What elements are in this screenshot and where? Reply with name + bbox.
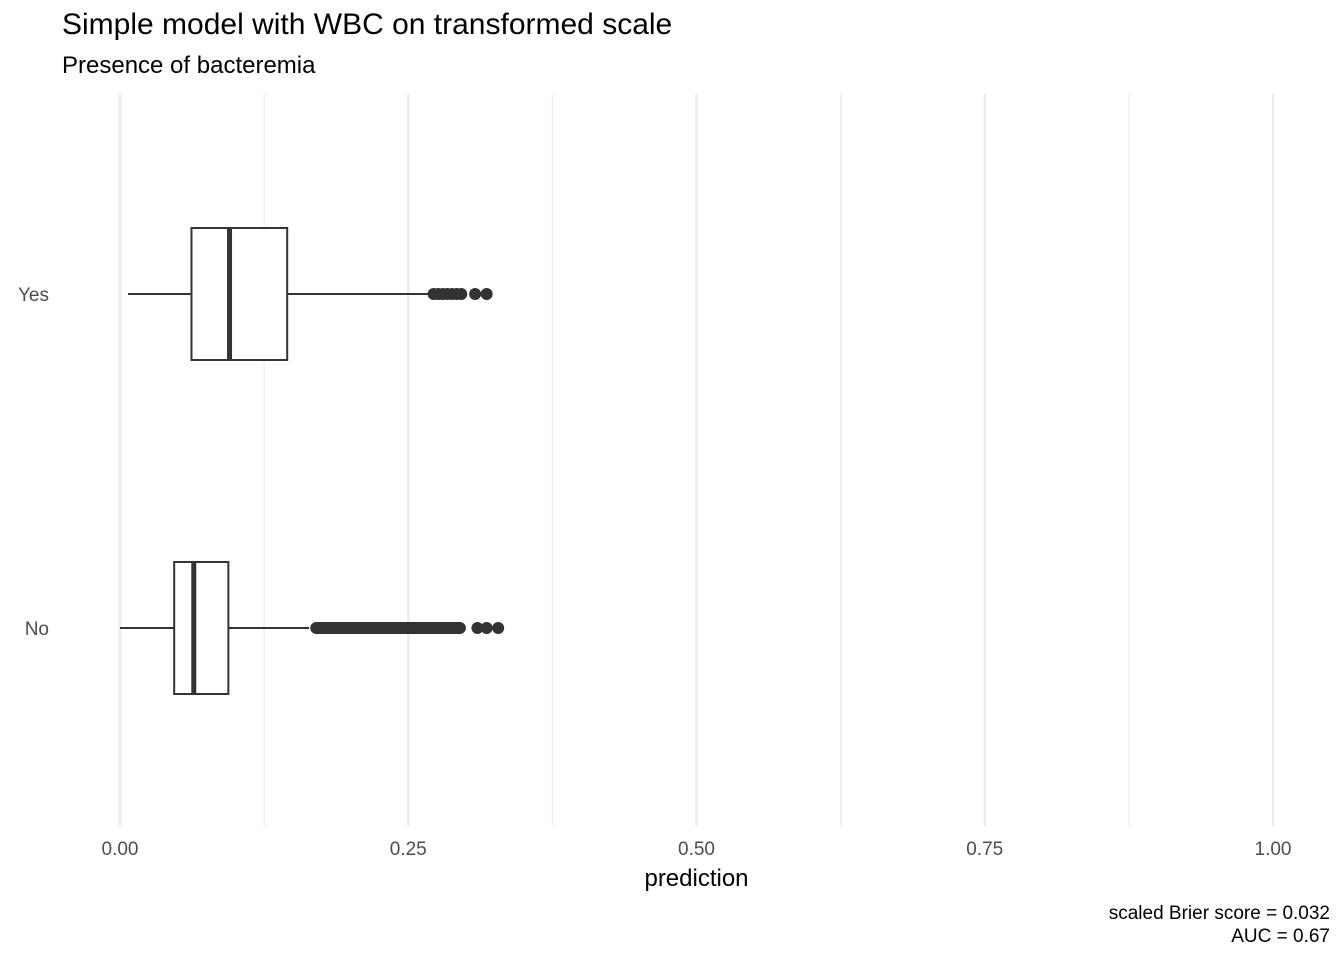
outlier-point bbox=[471, 622, 484, 634]
box-iqr bbox=[173, 561, 230, 695]
chart-title: Simple model with WBC on transformed sca… bbox=[62, 8, 673, 41]
outlier-band bbox=[310, 622, 466, 634]
outlier-point bbox=[469, 288, 482, 300]
x-axis-title: prediction bbox=[644, 865, 748, 892]
chart-subtitle: Presence of bacteremia bbox=[62, 52, 316, 79]
x-tick-label: 0.75 bbox=[966, 839, 1003, 860]
x-tick-label: 1.00 bbox=[1255, 839, 1292, 860]
y-tick-label: No bbox=[25, 619, 49, 640]
caption-auc: AUC = 0.67 bbox=[1231, 926, 1330, 947]
y-tick-label: Yes bbox=[18, 285, 49, 306]
x-tick-label: 0.25 bbox=[390, 839, 427, 860]
outlier-point bbox=[492, 622, 505, 634]
box-iqr bbox=[190, 227, 289, 361]
x-tick-label: 0.50 bbox=[678, 839, 715, 860]
outlier-point bbox=[480, 622, 493, 634]
caption-brier-score: scaled Brier score = 0.032 bbox=[1108, 903, 1330, 924]
x-tick-label: 0.00 bbox=[102, 839, 139, 860]
outlier-point bbox=[480, 288, 493, 300]
outlier-point bbox=[455, 288, 468, 300]
